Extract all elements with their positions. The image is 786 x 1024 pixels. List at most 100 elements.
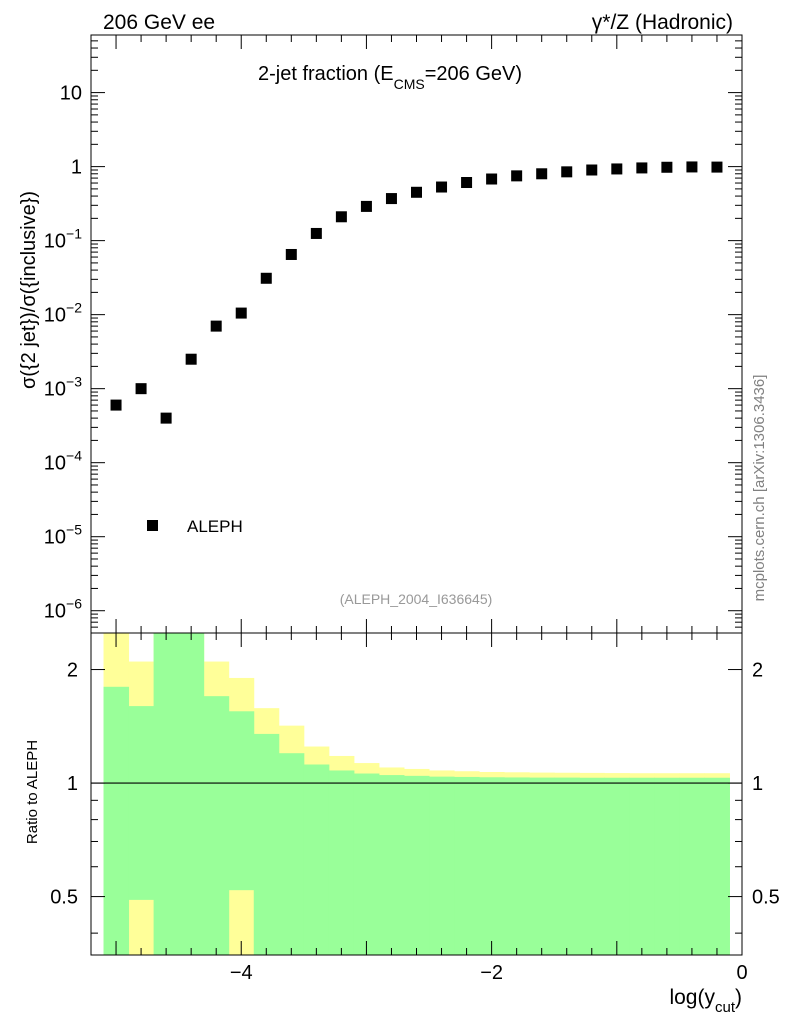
data-point [411, 186, 422, 198]
inner-band-bin [454, 776, 480, 955]
data-point [160, 412, 172, 424]
y-tick-base: 10 [44, 379, 66, 401]
inner-band-bin [429, 776, 455, 955]
y-tick-label: 10−1 [44, 226, 82, 253]
data-point [686, 161, 698, 173]
data-point [360, 200, 372, 212]
data-point [385, 193, 397, 205]
data-point [536, 168, 548, 180]
header-left: 206 GeV ee [103, 11, 215, 34]
ratio-plot: −4 −2 0 0.5 0.5 1 1 2 2 Ratio to ALEPH log(ycut) [24, 632, 780, 1016]
legend-marker [147, 520, 158, 531]
ratio-plot-ticks: −4 −2 0 0.5 0.5 1 1 2 2 [50, 633, 780, 984]
inner-band-bin [303, 764, 330, 955]
header-right: γ*/Z (Hadronic) [592, 11, 733, 34]
inner-band-bin [554, 777, 580, 955]
inner-band-bin [654, 777, 680, 955]
data-point [310, 227, 322, 239]
inner-band-bin [178, 633, 205, 955]
data-point [110, 399, 122, 411]
y-tick-base: 10 [44, 601, 66, 623]
title-tail: =206 GeV) [425, 63, 522, 85]
data-point [260, 272, 272, 284]
y-tick-exponent: −6 [66, 596, 82, 612]
y-tick-label-right: 1 [752, 773, 763, 795]
y-tick-exponent: −1 [66, 226, 82, 242]
title-main: 2-jet fraction (E [258, 63, 394, 85]
inner-band-bin [378, 775, 405, 955]
inner-band-bin [103, 686, 130, 955]
y-tick-exponent: −2 [66, 300, 82, 316]
y-tick-exponent: −5 [66, 522, 82, 538]
main-plot-title: 2-jet fraction (ECMS=206 GeV) [258, 63, 522, 92]
xlabel-subscript: cut [715, 999, 736, 1016]
inner-band-bin [228, 711, 255, 891]
y-tick-base: 10 [44, 453, 66, 475]
inner-band-bin [278, 753, 305, 955]
ratio-bands [103, 633, 730, 955]
data-point [561, 166, 573, 178]
inner-band-bin [504, 777, 530, 955]
main-plot-ylabel: σ({2 jet})/σ({inclusive}) [18, 191, 40, 389]
y-tick-label-left: 0.5 [50, 887, 78, 909]
y-tick-label: 1 [71, 157, 82, 179]
data-point [661, 161, 673, 173]
data-point [285, 248, 297, 260]
data-point [436, 181, 448, 193]
inner-band-bin [679, 777, 705, 955]
inner-band-bin [203, 696, 230, 955]
y-tick-base: 10 [44, 231, 66, 253]
xlabel-main: log(y [669, 986, 715, 1009]
data-point [210, 320, 222, 332]
data-point [185, 353, 197, 365]
y-tick-label-left: 1 [67, 773, 78, 795]
y-tick-exponent: −4 [66, 448, 82, 464]
y-tick-label: 10 [60, 83, 82, 105]
analysis-tag: (ALEPH_2004_I636645) [340, 591, 493, 607]
main-plot-frame [90, 34, 743, 634]
inner-band-bin [403, 775, 430, 955]
x-tick-label: −4 [230, 962, 253, 984]
inner-band-bin [529, 777, 555, 955]
data-point [611, 163, 623, 175]
inner-band-bin [579, 777, 605, 955]
y-tick-label-right: 2 [752, 660, 763, 682]
legend-label: ALEPH [187, 517, 243, 536]
y-tick-label: 10−4 [44, 448, 82, 475]
inner-band-bin [704, 777, 730, 955]
x-tick-label: 0 [736, 962, 747, 984]
watermark: mcplots.cern.ch [arXiv:1306.3436] [751, 375, 768, 602]
data-point [461, 177, 473, 189]
data-point [335, 211, 347, 223]
xlabel-tail: ) [735, 986, 742, 1009]
x-tick-label: −2 [480, 962, 503, 984]
y-tick-base: 10 [44, 305, 66, 327]
ratio-plot-ylabel: Ratio to ALEPH [24, 740, 41, 844]
inner-band-bin [253, 733, 280, 955]
y-tick-label: 10−3 [44, 374, 82, 401]
data-point [636, 162, 648, 174]
y-tick-label-right: 0.5 [752, 887, 780, 909]
y-tick-label-left: 2 [67, 660, 78, 682]
data-point [711, 161, 723, 173]
inner-band-bin [629, 777, 655, 955]
y-tick-base: 10 [44, 527, 66, 549]
data-point [511, 170, 523, 182]
y-tick-label: 10−2 [44, 300, 82, 327]
inner-band-bin [604, 777, 630, 955]
inner-band-bin [153, 633, 180, 955]
data-point [486, 173, 498, 185]
inner-band-bin [128, 706, 155, 900]
inner-band-bin [479, 777, 505, 955]
ratio-plot-xlabel: log(ycut) [669, 986, 742, 1016]
y-tick-label: 10−6 [44, 596, 82, 623]
y-tick-exponent: −3 [66, 374, 82, 390]
y-tick-base: 1 [71, 157, 82, 179]
y-tick-base: 10 [60, 83, 82, 105]
inner-band-bin [353, 773, 380, 955]
data-point [235, 307, 247, 319]
inner-band-bin [328, 770, 355, 955]
